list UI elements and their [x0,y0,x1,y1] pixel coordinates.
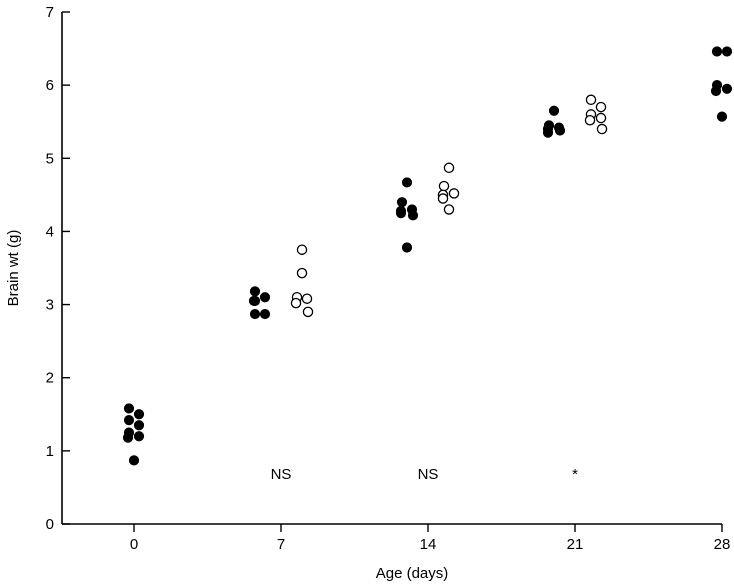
y-tick-label: 3 [46,297,54,314]
open-data-point [296,267,308,279]
filled-data-point [249,286,261,297]
y-axis-title: Brain wt (g) [5,230,22,307]
filled-data-point [395,208,407,219]
y-tick-label: 5 [46,150,54,167]
open-data-point [438,180,450,192]
significance-label: NS [271,466,292,483]
filled-data-point [396,197,408,208]
filled-data-point [122,432,134,443]
open-data-point [448,188,460,199]
filled-data-point [710,85,722,97]
data-points [122,46,733,466]
open-data-point [595,101,607,113]
y-tick-label: 4 [46,223,54,240]
open-data-point [437,193,449,204]
filled-data-point [554,125,566,136]
filled-data-point [133,431,145,442]
x-tick-label: 21 [567,536,584,553]
filled-data-point [721,83,733,94]
filled-data-point [259,292,271,303]
open-data-point [290,297,302,309]
y-tick-label: 0 [46,516,54,533]
open-data-point [596,123,608,135]
filled-data-point [401,177,413,188]
x-tick-label: 7 [277,536,285,553]
filled-data-point [123,415,135,426]
filled-data-point [123,403,135,414]
y-tick-label: 2 [46,370,54,387]
filled-data-point [711,46,723,57]
open-data-point [584,115,596,126]
filled-data-point [721,46,733,57]
open-data-point [443,204,455,215]
y-tick-label: 7 [46,4,54,21]
filled-data-point [133,420,145,431]
filled-data-point [128,455,140,466]
y-axis-ticks: 0 1 2 3 4 5 6 7 [46,4,70,533]
significance-annotations: NS NS * [271,466,579,483]
x-tick-label: 0 [130,536,138,553]
x-tick-label: 14 [420,536,437,553]
x-tick-label: 28 [714,536,731,553]
open-data-point [443,162,455,174]
open-data-point [296,244,308,255]
open-data-point [302,306,314,318]
filled-data-point [716,111,728,122]
y-tick-label: 1 [46,443,54,460]
open-data-point [301,293,313,304]
open-data-point [595,112,607,124]
filled-data-point [542,127,554,138]
filled-data-point [259,308,271,320]
filled-data-point [401,242,413,253]
filled-data-point [248,295,260,307]
significance-label: * [572,466,578,483]
x-axis-title: Age (days) [376,565,449,582]
filled-data-point [407,210,419,221]
filled-data-point [133,409,145,420]
y-tick-label: 6 [46,77,54,94]
x-axis-ticks: 0 7 14 21 28 [130,524,731,553]
open-data-point [585,94,597,106]
filled-data-point [548,105,560,116]
significance-label: NS [418,466,439,483]
filled-data-point [249,308,261,320]
